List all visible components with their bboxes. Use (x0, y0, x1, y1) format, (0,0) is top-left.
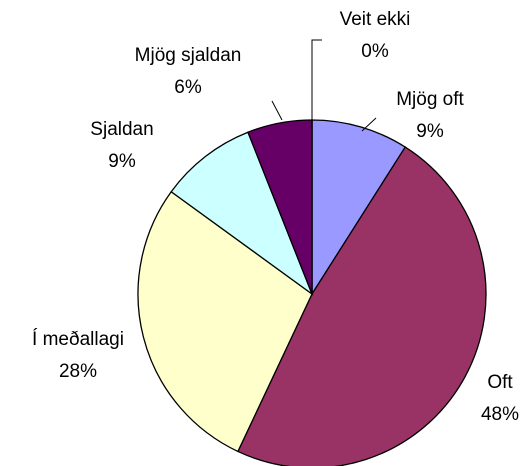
value-label: 48% (481, 404, 519, 425)
leader-line (271, 100, 283, 121)
slice-label: Mjög oft (396, 89, 464, 110)
value-label: 6% (174, 77, 202, 98)
value-label: 28% (59, 361, 97, 382)
value-label: 0% (361, 41, 389, 62)
pie-slice (170, 131, 314, 296)
slice-label: Veit ekki (340, 9, 411, 30)
slice-label: Sjaldan (90, 119, 153, 140)
value-label: 9% (108, 151, 136, 172)
slice-label: Mjög sjaldan (135, 45, 242, 66)
leader-line (311, 39, 322, 120)
slice-label: Oft (487, 372, 513, 393)
pie-slice (311, 119, 407, 297)
leader-line (361, 117, 377, 132)
pie-slice (137, 190, 313, 453)
slice-label: Í meðallagi (32, 329, 124, 350)
value-label: 9% (416, 121, 444, 142)
pie-slice (237, 146, 487, 466)
